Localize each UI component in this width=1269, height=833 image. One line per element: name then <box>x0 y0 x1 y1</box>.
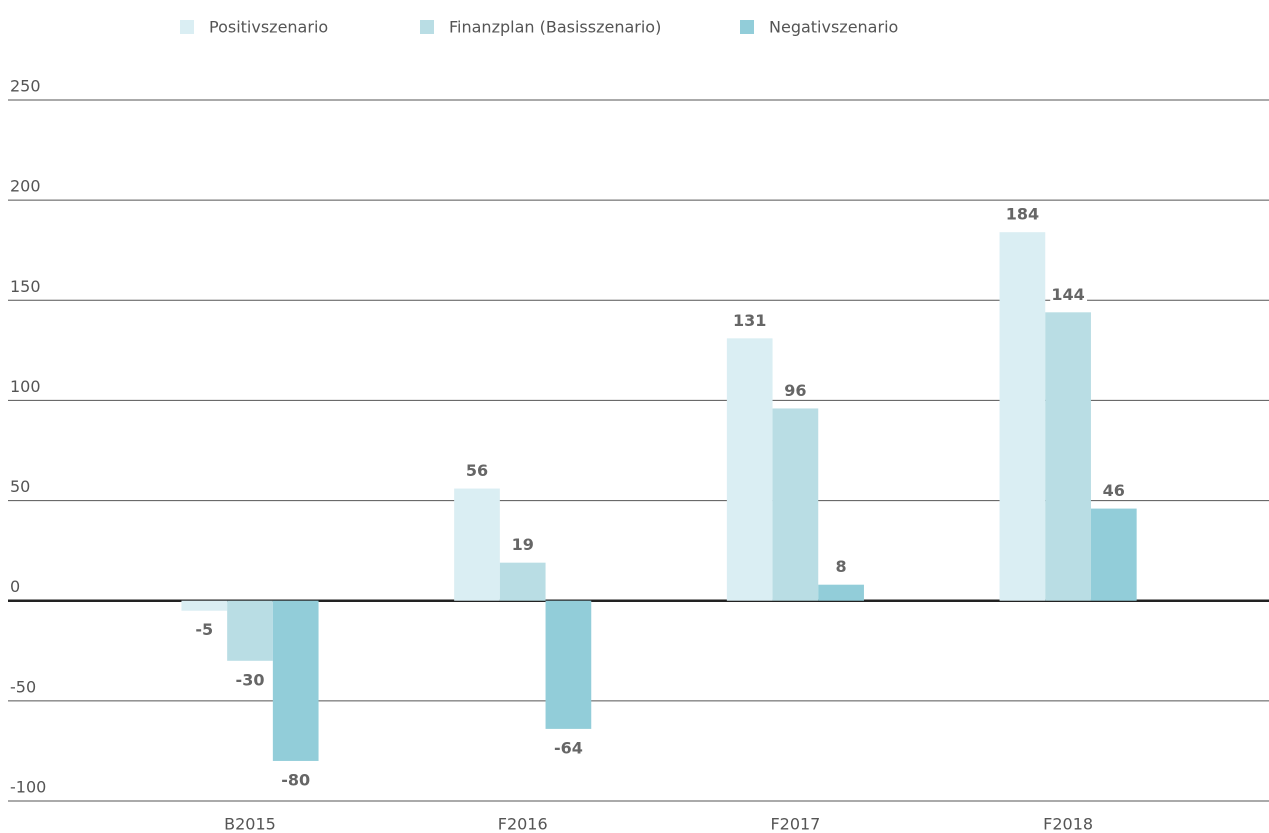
bar <box>227 600 273 661</box>
legend-swatch <box>740 20 754 34</box>
bar <box>726 338 773 601</box>
bar <box>545 600 592 729</box>
x-tick-label: B2015 <box>224 815 276 833</box>
value-label: 184 <box>1006 205 1039 224</box>
x-tick-label: F2018 <box>1043 815 1093 833</box>
y-tick-label: 0 <box>10 577 20 596</box>
value-label: -64 <box>554 738 583 757</box>
value-label: -5 <box>195 620 213 639</box>
bar <box>1090 508 1137 601</box>
bar <box>454 488 500 601</box>
y-tick-label: 200 <box>10 177 41 196</box>
bar <box>499 562 546 601</box>
value-label: 8 <box>836 557 847 576</box>
bar <box>818 584 864 601</box>
x-tick-label: F2016 <box>498 815 548 833</box>
bar <box>181 600 228 611</box>
legend-swatch <box>420 20 434 34</box>
y-tick-label: 150 <box>10 277 41 296</box>
value-label: 46 <box>1103 481 1125 500</box>
y-tick-label: 50 <box>10 477 30 496</box>
legend-label: Finanzplan (Basisszenario) <box>449 18 661 37</box>
y-tick-label: 250 <box>10 77 41 96</box>
y-tick-label: -100 <box>10 778 46 797</box>
y-tick-label: 100 <box>10 377 41 396</box>
legend-swatch <box>180 20 194 34</box>
value-label: 56 <box>466 461 488 480</box>
value-label: 131 <box>733 311 766 330</box>
bar <box>272 600 319 761</box>
legend-label: Negativszenario <box>769 18 898 37</box>
bar <box>1045 312 1091 601</box>
value-label: 144 <box>1051 285 1084 304</box>
value-label: 96 <box>784 381 806 400</box>
legend-label: Positivszenario <box>209 18 328 37</box>
value-label: -80 <box>281 770 310 789</box>
value-label: -30 <box>236 670 265 689</box>
bar <box>772 408 819 601</box>
x-tick-label: F2017 <box>770 815 820 833</box>
value-label: 19 <box>512 535 534 554</box>
bar <box>999 232 1046 601</box>
y-tick-label: -50 <box>10 677 36 696</box>
